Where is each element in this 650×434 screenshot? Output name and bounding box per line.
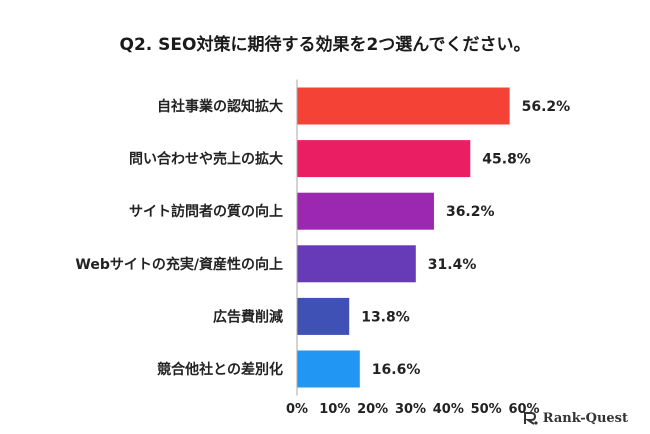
category-label: 競合他社との差別化 xyxy=(157,361,283,378)
bars xyxy=(297,87,510,388)
x-tick-label: 50% xyxy=(471,402,502,417)
x-tick-label: 0% xyxy=(286,402,308,417)
x-tick-label: 40% xyxy=(433,402,464,417)
brand-name: Rank-Quest xyxy=(542,410,628,426)
bar-value-label: 56.2% xyxy=(522,99,571,115)
brand-logo: Rank-Quest xyxy=(523,410,628,426)
rank-quest-logo-icon xyxy=(523,412,538,425)
bar xyxy=(297,140,471,178)
x-tick-label: 20% xyxy=(357,402,388,417)
x-tick-label: 30% xyxy=(395,402,426,417)
category-label: Webサイトの充実/資産性の向上 xyxy=(75,256,283,273)
bar xyxy=(297,245,416,283)
bar-value-label: 36.2% xyxy=(446,204,495,220)
bar xyxy=(297,87,510,125)
bar-value-label: 45.8% xyxy=(482,152,531,168)
x-tick-label: 10% xyxy=(319,402,350,417)
value-labels: 56.2% 45.8% 36.2% 31.4% 13.8% 16.6% xyxy=(361,99,570,378)
category-label: サイト訪問者の質の向上 xyxy=(129,203,283,220)
x-axis-tick-labels: 0% 10% 20% 30% 40% 50% 60% xyxy=(286,402,540,417)
category-label: 自社事業の認知拡大 xyxy=(157,98,283,115)
bar xyxy=(297,192,434,230)
bar xyxy=(297,297,350,335)
bar-value-label: 13.8% xyxy=(361,309,410,325)
category-label: 広告費削減 xyxy=(213,308,283,325)
chart-title: Q2. SEO対策に期待する効果を2つ選んでください。 xyxy=(119,35,531,55)
bar xyxy=(297,350,360,388)
bar-value-label: 31.4% xyxy=(428,257,477,273)
category-label: 問い合わせや売上の拡大 xyxy=(129,151,283,168)
bar-value-label: 16.6% xyxy=(372,362,421,378)
